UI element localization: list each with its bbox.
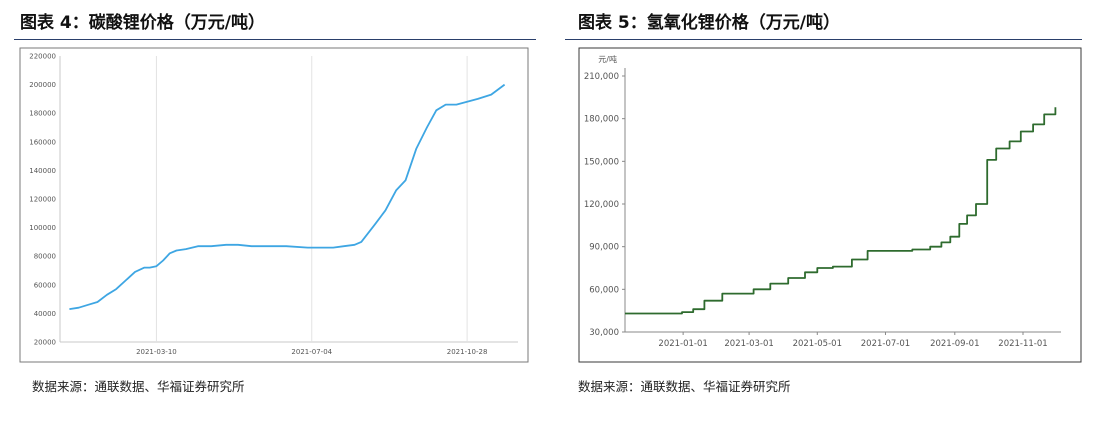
chart5-y-tick-label: 90,000 xyxy=(589,243,619,253)
chart4-y-tick-label: 20000 xyxy=(34,339,56,347)
chart4-y-tick-label: 120000 xyxy=(29,196,56,204)
left-chart-panel: 图表 4：碳酸锂价格（万元/吨） 20000 40000 60000 80000 100… xyxy=(0,0,540,421)
chart5-source: 数据来源：通联数据、华福证券研究所 xyxy=(578,379,791,394)
chart5-title-rule xyxy=(565,39,1082,40)
chart5-series-line xyxy=(625,107,1057,315)
chart4-y-tick-label: 200000 xyxy=(29,81,56,89)
chart4-y-tick-label: 220000 xyxy=(29,53,56,61)
chart4-y-tick-label: 180000 xyxy=(29,110,56,118)
chart4-title-rule xyxy=(14,39,536,40)
chart4-frame xyxy=(19,47,529,363)
chart4-title: 图表 4：碳酸锂价格（万元/吨） xyxy=(20,13,265,33)
chart5-title: 图表 5：氢氧化锂价格（万元/吨） xyxy=(578,13,840,33)
chart4-x-tick-label: 2021-07-04 xyxy=(291,348,332,356)
chart5-x-tick-label: 2021-09-01 xyxy=(930,339,979,349)
chart4-plot: 20000 40000 60000 80000 100000 120000 140000 16… xyxy=(19,47,529,363)
chart4-y-tick-label: 60000 xyxy=(34,281,56,289)
chart5-plot: 元/吨 30,000 60,000 90,000 120,000 150,000 180,0… xyxy=(578,47,1082,363)
chart4-y-tick-label: 100000 xyxy=(29,224,56,232)
chart5-x-tick-label: 2021-05-01 xyxy=(793,339,842,349)
chart5-y-tick-label: 180,000 xyxy=(584,115,619,125)
chart5-y-tick-label: 120,000 xyxy=(584,200,619,210)
chart4-y-tick-label: 140000 xyxy=(29,167,56,175)
chart4-source: 数据来源：通联数据、华福证券研究所 xyxy=(32,379,245,394)
chart5-x-tick-label: 2021-03-01 xyxy=(724,339,773,349)
chart5-x-tick-label: 2021-11-01 xyxy=(998,339,1047,349)
chart5-y-tick-label: 60,000 xyxy=(589,285,619,295)
chart5-y-tick-label: 210,000 xyxy=(584,72,619,82)
chart4-series-line xyxy=(69,83,506,310)
chart5-x-tick-label: 2021-01-01 xyxy=(658,339,707,349)
right-chart-panel: 图表 5：氢氧化锂价格（万元/吨） 元/吨 30,000 60,000 90,000 1… xyxy=(565,0,1097,421)
chart5-y-tick-label: 150,000 xyxy=(584,157,619,167)
chart4-y-tick-label: 40000 xyxy=(34,310,56,318)
chart4-x-tick-label: 2021-10-28 xyxy=(447,348,488,356)
chart5-y-unit: 元/吨 xyxy=(598,54,617,64)
chart5-x-tick-label: 2021-07-01 xyxy=(861,339,910,349)
chart4-y-tick-label: 160000 xyxy=(29,138,56,146)
chart4-x-tick-label: 2021-03-10 xyxy=(136,348,177,356)
chart4-y-tick-label: 80000 xyxy=(34,253,56,261)
chart5-y-tick-label: 30,000 xyxy=(589,328,619,338)
chart5-frame xyxy=(578,47,1082,363)
